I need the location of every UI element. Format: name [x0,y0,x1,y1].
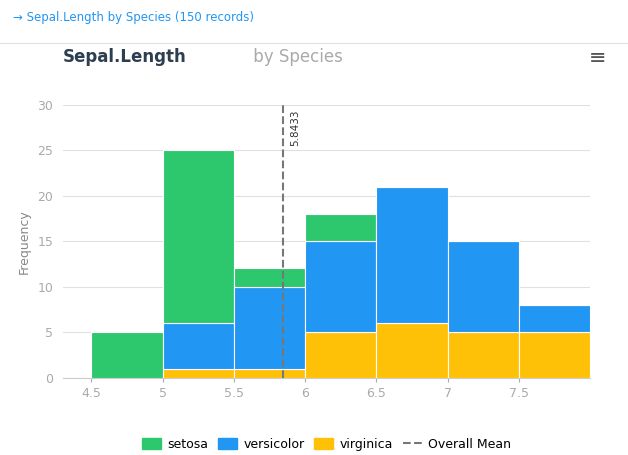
Bar [163,369,234,378]
Bar [234,268,305,287]
Text: → Sepal.Length by Species (150 records): → Sepal.Length by Species (150 records) [13,11,254,25]
Bar [519,305,590,332]
Bar [376,323,448,378]
Bar [305,241,376,332]
Bar [519,332,590,378]
Y-axis label: Frequency: Frequency [17,209,30,273]
Text: ≡: ≡ [588,48,606,68]
Bar [163,323,234,369]
Text: 5.8433: 5.8433 [290,109,300,146]
Bar [305,332,376,378]
Bar [448,332,519,378]
Bar [305,214,376,241]
Bar [234,369,305,378]
Bar [376,187,448,323]
Bar [91,332,163,378]
Bar [163,150,234,323]
Bar [234,287,305,369]
Text: Sepal.Length: Sepal.Length [63,48,187,66]
Legend: setosa, versicolor, virginica, Overall Mean: setosa, versicolor, virginica, Overall M… [138,433,516,455]
Bar [448,241,519,332]
Text: by Species: by Species [248,48,343,66]
